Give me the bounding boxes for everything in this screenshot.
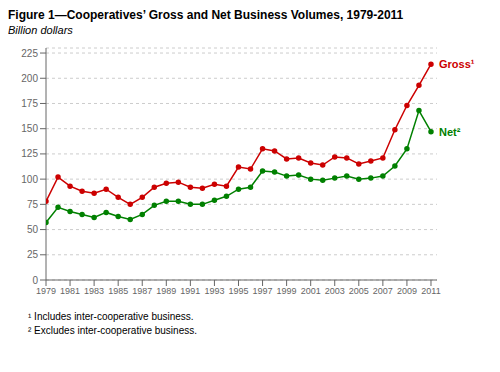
svg-text:1985: 1985 xyxy=(108,286,128,296)
svg-text:50: 50 xyxy=(27,224,39,235)
svg-text:2009: 2009 xyxy=(397,286,417,296)
svg-text:75: 75 xyxy=(27,199,39,210)
svg-text:1995: 1995 xyxy=(228,286,248,296)
svg-text:1993: 1993 xyxy=(204,286,224,296)
svg-text:1997: 1997 xyxy=(253,286,273,296)
svg-text:225: 225 xyxy=(21,48,38,59)
svg-text:100: 100 xyxy=(21,174,38,185)
svg-text:1987: 1987 xyxy=(132,286,152,296)
svg-text:2001: 2001 xyxy=(301,286,321,296)
svg-text:150: 150 xyxy=(21,123,38,134)
svg-text:2005: 2005 xyxy=(349,286,369,296)
svg-text:1979: 1979 xyxy=(36,286,56,296)
svg-text:2011: 2011 xyxy=(421,286,440,296)
svg-text:200: 200 xyxy=(21,73,38,84)
svg-text:Net²: Net² xyxy=(439,126,461,138)
svg-text:1983: 1983 xyxy=(84,286,104,296)
svg-text:2007: 2007 xyxy=(373,286,393,296)
svg-text:2003: 2003 xyxy=(325,286,345,296)
html-text:Billion dollars: Billion dollars xyxy=(8,24,73,36)
svg-text:Gross¹: Gross¹ xyxy=(439,58,475,70)
svg-text:1991: 1991 xyxy=(180,286,200,296)
svg-text:175: 175 xyxy=(21,98,38,109)
svg-text:1999: 1999 xyxy=(277,286,297,296)
svg-text:25: 25 xyxy=(27,249,39,260)
html-text:Figure 1—Cooperatives’ Gross a: Figure 1—Cooperatives’ Gross and Net Bus… xyxy=(8,8,404,22)
html-text:² Excludes inter-cooperative b: ² Excludes inter-cooperative business. xyxy=(28,325,197,336)
svg-text:1981: 1981 xyxy=(60,286,80,296)
svg-text:0: 0 xyxy=(32,275,38,286)
svg-text:125: 125 xyxy=(21,148,38,159)
svg-text:1989: 1989 xyxy=(156,286,176,296)
html-text:¹ Includes inter-cooperative b: ¹ Includes inter-cooperative business. xyxy=(28,311,194,322)
